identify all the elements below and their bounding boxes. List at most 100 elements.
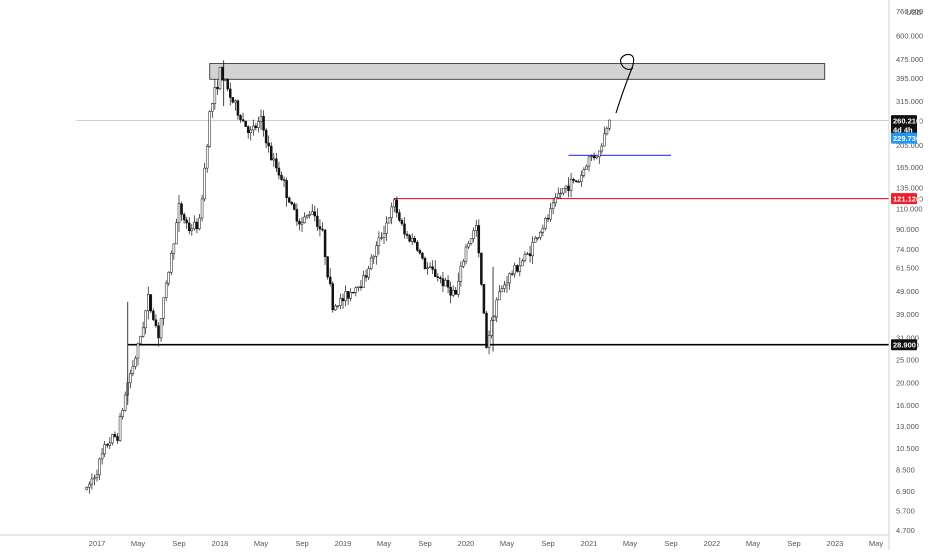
- candle-body: [372, 256, 375, 259]
- candle-body: [492, 316, 496, 321]
- candle-body: [239, 115, 242, 120]
- candle-body: [287, 197, 291, 203]
- price-tick-label: 6.900: [896, 487, 915, 496]
- candle-body: [236, 100, 240, 116]
- candle-body: [513, 265, 516, 275]
- candle-body: [85, 486, 88, 490]
- candle-body: [282, 179, 286, 181]
- candle-body: [454, 290, 457, 295]
- candle-body: [503, 284, 506, 289]
- candle-body: [403, 223, 406, 235]
- candle-body: [528, 253, 532, 257]
- time-tick-label: May: [746, 539, 760, 548]
- candle-body: [334, 305, 337, 311]
- candle-body: [418, 250, 422, 254]
- candle-body: [574, 180, 578, 182]
- candle-body: [193, 221, 196, 230]
- candle-body: [226, 79, 229, 90]
- candle-body: [349, 292, 352, 299]
- candle-body: [551, 202, 555, 209]
- candle-body: [605, 127, 609, 135]
- candle-body: [562, 188, 565, 194]
- candle-body: [572, 179, 575, 181]
- candle-body: [216, 87, 219, 90]
- candle-body: [249, 129, 252, 134]
- candle-body: [498, 291, 501, 301]
- candle-body: [357, 286, 360, 288]
- candle-body: [521, 260, 524, 267]
- candle-body: [213, 87, 217, 104]
- price-tick-label: 10.500: [896, 444, 919, 453]
- resistance-zone-layer: [209, 63, 826, 80]
- candle-body: [298, 221, 301, 225]
- price-tag-label: 260.210: [893, 117, 920, 126]
- candle-body: [477, 225, 481, 254]
- candle-body: [436, 276, 440, 278]
- candle-body: [590, 155, 593, 158]
- candle-body: [352, 292, 355, 294]
- candle-body: [182, 214, 186, 221]
- time-tick-label: 2020: [458, 539, 475, 548]
- candle-body: [162, 297, 165, 319]
- candle-body: [326, 256, 329, 278]
- price-tick-label: 25.000: [896, 356, 919, 365]
- candle-body: [518, 265, 522, 272]
- price-tick-label: 8.500: [896, 466, 915, 475]
- candle-body: [200, 198, 204, 219]
- candle-body: [290, 202, 293, 205]
- candle-body: [113, 434, 117, 437]
- candle-body: [469, 238, 473, 244]
- candle-body: [318, 226, 322, 230]
- candle-body: [444, 279, 447, 287]
- candle-body: [313, 211, 317, 217]
- candle-body: [223, 79, 227, 81]
- time-tick-label: Sep: [664, 539, 677, 548]
- candle-body: [323, 229, 327, 258]
- price-tick-label: 135.000: [896, 183, 923, 192]
- candle-body: [585, 165, 588, 170]
- candle-body: [472, 230, 475, 239]
- price-tick-label: 760.000: [896, 7, 923, 16]
- candle-body: [264, 129, 268, 144]
- candle-body: [595, 156, 598, 159]
- candle-body: [480, 252, 483, 285]
- candle-body: [118, 416, 122, 441]
- candle-body: [505, 282, 509, 286]
- candle-body: [211, 103, 214, 112]
- level-lines-layer: [76, 120, 889, 346]
- candle-body: [467, 243, 470, 248]
- candle-body: [331, 283, 334, 311]
- candle-body: [131, 366, 135, 374]
- candle-body: [413, 237, 416, 243]
- candle-body: [308, 213, 311, 216]
- candle-body: [244, 120, 247, 127]
- price-tag-label: 121.120: [893, 195, 920, 204]
- candle-body: [136, 343, 140, 359]
- candle-body: [185, 219, 188, 224]
- candle-body: [526, 253, 529, 255]
- candle-body: [170, 253, 173, 273]
- candle-body: [462, 260, 465, 267]
- candle-body: [434, 269, 437, 277]
- candle-body: [190, 228, 194, 232]
- candle-body: [234, 100, 237, 103]
- candle-body: [608, 119, 611, 129]
- candle-body: [175, 222, 178, 245]
- resistance-zone-box: [209, 63, 826, 80]
- candle-body: [539, 232, 542, 238]
- candle-body: [270, 145, 273, 161]
- time-tick-label: May: [623, 539, 637, 548]
- candle-body: [508, 273, 511, 284]
- candle-body: [577, 181, 580, 183]
- candle-body: [90, 478, 94, 485]
- candle-body: [231, 97, 235, 103]
- candle-body: [221, 66, 224, 81]
- price-tick-label: 600.000: [896, 31, 923, 40]
- candle-body: [580, 175, 583, 183]
- candle-body: [139, 336, 142, 344]
- candle-body: [208, 111, 211, 147]
- candle-body: [380, 237, 383, 239]
